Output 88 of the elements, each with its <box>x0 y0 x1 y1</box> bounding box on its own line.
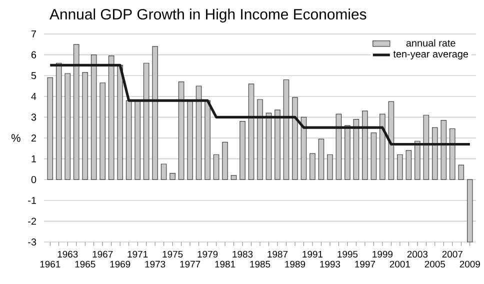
bar <box>283 79 290 180</box>
bar <box>380 114 386 180</box>
x-tick-label: 1985 <box>250 260 270 268</box>
x-tick-label: 2003 <box>407 250 428 258</box>
bar <box>196 86 202 180</box>
bar <box>344 125 350 180</box>
bar <box>204 100 210 180</box>
x-tick-label: 1983 <box>232 250 253 258</box>
bar <box>266 112 272 180</box>
legend-label: ten-year average <box>393 50 468 60</box>
x-tick-label: 1991 <box>302 250 323 258</box>
x-tick-label: 1967 <box>92 250 113 258</box>
bar <box>64 73 71 180</box>
bar <box>327 154 333 180</box>
bar <box>292 97 298 180</box>
bar <box>152 46 158 180</box>
bar <box>47 77 54 180</box>
y-axis-title: % <box>11 134 20 142</box>
bar <box>222 142 228 180</box>
chart-title: Annual GDP Growth in High Income Economies <box>50 8 366 22</box>
x-tick-label: 1973 <box>145 260 166 268</box>
x-tick-label: 1989 <box>285 260 306 268</box>
y-tick-label: 1 <box>32 155 36 162</box>
bar <box>126 100 132 180</box>
bar <box>240 121 246 180</box>
y-tick-label: 3 <box>31 114 36 121</box>
bar <box>318 138 324 180</box>
bar <box>160 164 167 180</box>
x-tick-label: 1971 <box>128 250 148 258</box>
x-tick-label: 1987 <box>268 250 288 258</box>
bar <box>432 127 438 180</box>
bar <box>300 116 307 180</box>
bar <box>310 153 316 180</box>
x-tick-label: 1979 <box>198 250 218 258</box>
bar <box>336 114 342 180</box>
bar <box>178 82 184 180</box>
x-tick-label: 1965 <box>75 260 96 268</box>
x-tick-label: 2001 <box>390 260 410 268</box>
bar <box>257 99 263 180</box>
x-tick-label: 2005 <box>424 260 446 268</box>
y-tick-label: -2 <box>28 218 36 225</box>
bar <box>187 100 193 180</box>
bar <box>362 110 368 180</box>
y-tick-label: 0 <box>31 176 36 184</box>
x-tick-label: 1975 <box>162 250 183 258</box>
x-tick-label: 2009 <box>460 260 480 268</box>
bar <box>56 62 62 180</box>
y-tick-label: 5 <box>31 72 36 80</box>
y-tick-label: 6 <box>31 51 36 58</box>
bar <box>82 72 88 180</box>
bar <box>108 56 114 180</box>
x-tick-label: 1995 <box>338 250 358 258</box>
y-tick-label: 2 <box>31 134 36 142</box>
x-tick-label: 1981 <box>215 260 236 268</box>
bar <box>213 154 220 180</box>
bar <box>397 154 403 180</box>
bar <box>414 140 420 180</box>
bar <box>440 120 447 180</box>
bar <box>406 150 412 180</box>
bar <box>274 110 280 180</box>
x-tick-label: 1977 <box>180 260 200 268</box>
x-tick-label: 1969 <box>110 260 130 268</box>
bar <box>134 100 140 180</box>
x-tick-label: 1997 <box>355 260 376 268</box>
bar <box>73 44 80 180</box>
x-tick-label: 1993 <box>320 260 340 268</box>
y-tick-label: -3 <box>28 238 36 246</box>
x-tick-label: 1999 <box>372 250 393 258</box>
x-tick-label: 1963 <box>58 250 78 258</box>
bar <box>388 101 394 180</box>
bar <box>170 173 176 180</box>
bar <box>353 118 360 180</box>
bar <box>450 128 456 180</box>
x-tick-label: 2007 <box>442 250 462 258</box>
bar <box>230 175 237 180</box>
bar <box>90 54 97 180</box>
bar <box>423 114 430 180</box>
bar <box>143 62 150 180</box>
legend-label: annual rate <box>406 39 456 47</box>
y-tick-label: -1 <box>28 196 36 204</box>
bar <box>248 84 254 180</box>
bar <box>370 132 377 180</box>
y-tick-label: 7 <box>31 30 36 38</box>
bar <box>117 64 123 180</box>
y-tick-label: 4 <box>31 92 36 100</box>
bar <box>458 164 464 180</box>
x-tick-label: 1961 <box>40 260 60 268</box>
bar <box>100 82 106 180</box>
